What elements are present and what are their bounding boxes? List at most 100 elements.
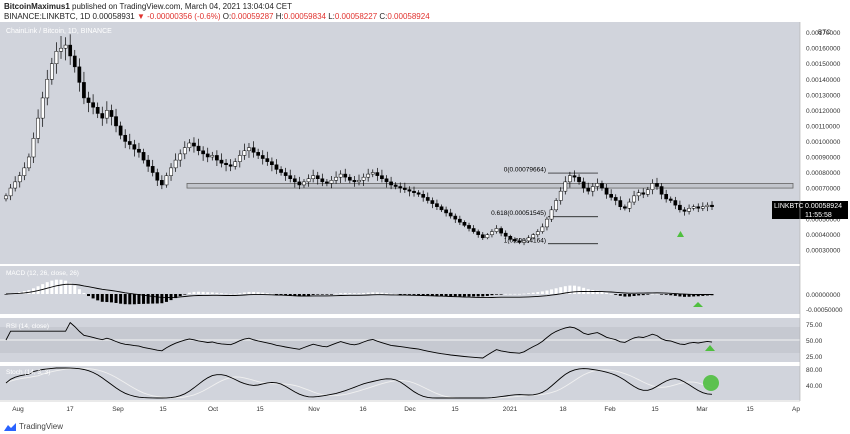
candle-body — [586, 187, 591, 192]
candle-body — [105, 110, 109, 119]
macd-bar — [100, 294, 104, 302]
candle-body — [380, 175, 384, 179]
macd-bar — [398, 294, 402, 295]
macd-bar — [279, 294, 283, 295]
macd-bar — [545, 290, 549, 294]
candle-body — [545, 218, 549, 228]
macd-bar — [320, 294, 324, 295]
macd-bar — [655, 293, 659, 295]
macd-bar — [371, 292, 375, 294]
candle-body — [169, 167, 173, 176]
macd-bar — [380, 292, 384, 294]
macd-bar — [481, 294, 485, 297]
candle-body — [182, 147, 187, 155]
candle-body — [623, 206, 627, 209]
published-text: published on TradingView.com, March 04, … — [72, 2, 293, 11]
macd-bar — [265, 293, 269, 294]
footer: TradingView — [0, 420, 850, 434]
macd-bar — [348, 293, 352, 294]
macd-bar — [151, 294, 155, 304]
candle-body — [448, 212, 453, 217]
macd-bar — [192, 291, 196, 294]
macd-bar — [307, 294, 311, 296]
candle-body — [517, 240, 522, 243]
price-tick: 0.00120000 — [806, 108, 841, 115]
candle-body — [82, 82, 86, 99]
candle-body — [444, 209, 448, 214]
candle-body — [476, 231, 481, 235]
macd-bar — [362, 292, 366, 294]
candle-body — [604, 187, 609, 195]
macd-bar — [109, 294, 113, 303]
macd-bar — [453, 294, 457, 297]
price-tick: 0.00080000 — [806, 170, 841, 177]
candle-body — [270, 161, 274, 166]
candle-body — [205, 153, 210, 158]
candle-body — [645, 189, 650, 195]
candle-body — [137, 148, 141, 153]
macd-bar — [495, 294, 499, 295]
price-tick: 0.00150000 — [806, 61, 841, 68]
macd-bar — [563, 286, 567, 294]
macd-bar — [430, 294, 434, 296]
macd-bar — [472, 294, 476, 297]
macd-bar — [270, 293, 274, 295]
candle-body — [352, 180, 357, 183]
macd-bar — [531, 292, 535, 294]
macd-bar — [440, 294, 444, 296]
tradingview-logo[interactable]: TradingView — [4, 422, 63, 431]
candle-body — [22, 167, 27, 176]
candle-body — [215, 155, 219, 161]
candle-body — [664, 194, 669, 200]
chart-svg[interactable]: 0(0.00079664)0.618(0.00051545)1(0.000341… — [0, 22, 850, 420]
candle-body — [435, 203, 439, 207]
macd-bar — [476, 294, 480, 297]
candle-body — [558, 190, 563, 201]
time-tick: 15 — [651, 406, 659, 413]
candle-body — [68, 44, 73, 57]
candle-body — [334, 176, 338, 181]
candle-body — [361, 176, 366, 181]
candle-body — [462, 222, 467, 226]
macd-bar — [627, 294, 631, 297]
candle-body — [609, 194, 613, 198]
candle-body — [421, 194, 426, 198]
macd-bar — [522, 293, 526, 295]
macd-bar — [357, 293, 361, 294]
open-value: 0.00059287 — [231, 12, 274, 21]
candle-body — [242, 150, 247, 156]
candle-body — [95, 107, 100, 114]
candle-body — [490, 231, 494, 235]
time-tick: 15 — [451, 406, 459, 413]
macd-bar — [329, 294, 333, 295]
macd-bar — [210, 292, 214, 294]
candle-body — [173, 159, 178, 169]
macd-panel-bg — [0, 266, 800, 314]
candle-body — [315, 175, 320, 179]
chart-area[interactable]: 0(0.00079664)0.618(0.00051545)1(0.000341… — [0, 22, 850, 420]
macd-bar — [146, 294, 150, 304]
macd-bar — [174, 294, 178, 299]
candle-body — [260, 155, 265, 159]
candle-body — [375, 172, 380, 176]
last-price-symbol: LINKBTC — [774, 203, 804, 210]
macd-bar — [682, 294, 686, 297]
candle-body — [425, 197, 430, 201]
macd-bar — [678, 294, 682, 297]
macd-bar — [421, 294, 425, 296]
candle-body — [164, 175, 169, 186]
macd-bar — [284, 294, 288, 296]
candle-body — [192, 142, 196, 147]
last-price-countdown: 11:55:58 — [805, 212, 832, 219]
candle-body — [45, 79, 50, 99]
author-name[interactable]: BitcoinMaximus1 — [4, 2, 70, 11]
candle-body — [636, 192, 641, 197]
time-tick: Nov — [308, 406, 320, 413]
publish-line: BitcoinMaximus1 published on TradingView… — [4, 2, 292, 11]
macd-bar — [73, 285, 77, 294]
candle-body — [141, 152, 146, 161]
macd-bar — [417, 294, 421, 295]
macd-bar — [123, 294, 127, 305]
macd-bar — [673, 294, 677, 296]
candle-body — [416, 192, 421, 195]
